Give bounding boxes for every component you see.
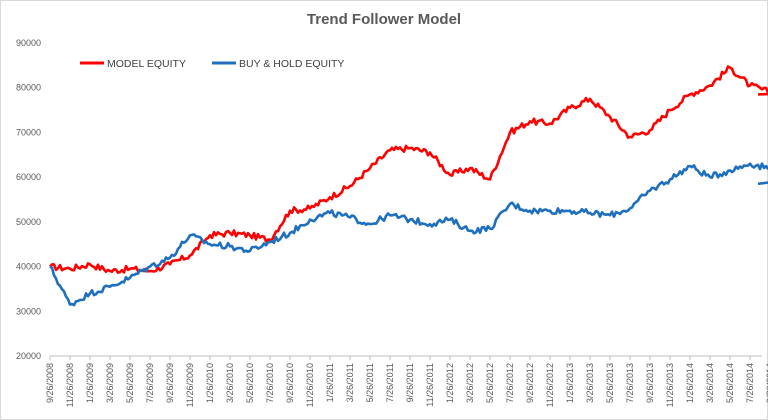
legend: MODEL EQUITY BUY & HOLD EQUITY [80,58,344,70]
x-tick-label: 3/26/2013 [585,363,595,403]
series-layer [49,65,768,307]
x-tick-label: 1/26/2009 [85,363,95,403]
x-tick-label: 11/26/2011 [425,363,435,407]
y-tick-label: 20000 [16,351,41,361]
y-axis: 20000 30000 40000 50000 60000 70000 80000 90000 [16,38,41,361]
chart-title: Trend Follower Model [307,11,461,28]
series-line-model-equity [49,65,768,275]
x-tick-label: 1/26/2011 [325,363,335,402]
x-tick-label: 11/26/2010 [305,363,315,407]
x-tick-label: 7/26/2013 [625,363,635,403]
x-tick-label: 5/26/2010 [245,363,255,403]
x-tick-label: 7/26/2014 [745,363,755,403]
x-tick-label: 7/26/2010 [265,363,275,403]
x-tick-label: 9/26/2011 [405,363,415,402]
series-line-buy-hold-equity [49,162,768,307]
x-tick-label: 1/26/2014 [685,363,695,403]
x-axis: 9/26/2008 11/26/2008 1/26/2009 3/26/2009 5/2… [45,356,768,407]
x-tick-label: 5/26/2013 [605,363,615,403]
x-tick-label: 5/26/2011 [365,363,375,402]
y-tick-label: 40000 [16,262,41,272]
y-tick-label: 30000 [16,306,41,316]
y-tick-label: 90000 [16,38,41,48]
x-tick-label: 7/26/2012 [505,363,515,403]
x-tick-label: 11/26/2009 [185,363,195,407]
x-tick-label: 9/26/2013 [645,363,655,403]
y-tick-label: 70000 [16,127,41,137]
x-tick-label: 5/26/2009 [125,363,135,403]
legend-label-buy-hold-equity: BUY & HOLD EQUITY [239,58,344,70]
x-tick-label: 1/26/2013 [565,363,575,403]
x-tick-label: 11/26/2008 [65,363,75,407]
x-tick-label: 3/26/2010 [225,363,235,403]
x-tick-label: 3/26/2012 [465,363,475,403]
x-tick-label: 9/26/2010 [285,363,295,403]
x-tick-label: 9/26/2009 [165,363,175,403]
x-tick-label: 9/26/2014 [765,363,768,403]
x-tick-label: 3/26/2014 [705,363,715,403]
y-tick-label: 80000 [16,83,41,93]
x-tick-label: 9/26/2008 [45,363,55,403]
x-tick-label: 11/26/2013 [665,363,675,407]
x-tick-label: 5/26/2012 [485,363,495,403]
x-tick-label: 1/26/2012 [445,363,455,403]
x-tick-label: 1/26/2010 [205,363,215,403]
y-tick-label: 50000 [16,217,41,227]
x-tick-label: 11/26/2012 [545,363,555,407]
x-tick-label: 3/26/2011 [345,363,355,402]
x-tick-label: 5/26/2014 [725,363,735,403]
x-tick-label: 7/26/2011 [385,363,395,402]
x-tick-label: 7/26/2009 [145,363,155,403]
x-tick-label: 3/26/2009 [105,363,115,403]
x-tick-label: 9/26/2012 [525,363,535,403]
y-tick-label: 60000 [16,172,41,182]
legend-label-model-equity: MODEL EQUITY [107,58,186,70]
